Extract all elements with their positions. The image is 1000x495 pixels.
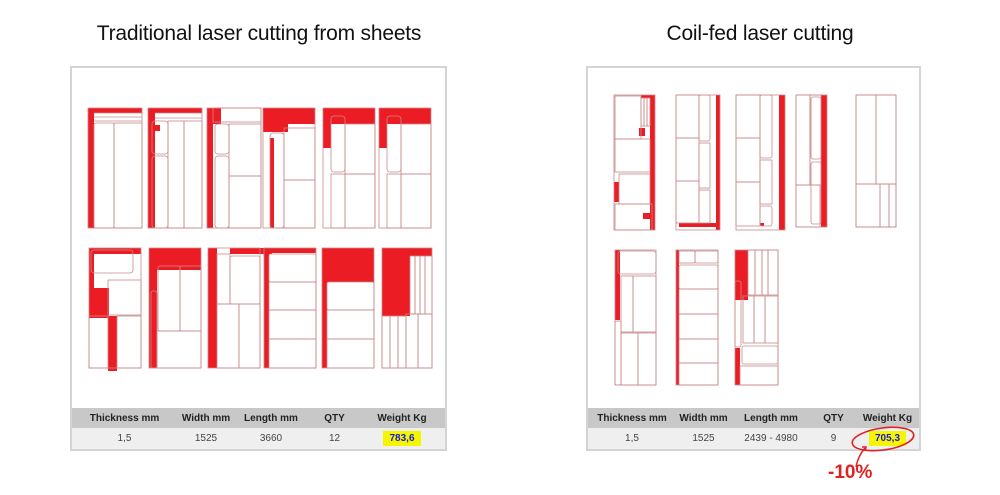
left-nesting-sheets <box>87 107 433 371</box>
col-weight: Weight Kg <box>862 412 913 424</box>
left-title: Traditional laser cutting from sheets <box>96 22 422 45</box>
cell-qty: 12 <box>328 433 341 444</box>
left-table-header: Thickness mm Width mm Length mm QTY Weig… <box>72 408 445 428</box>
left-panel: Thickness mm Width mm Length mm QTY Weig… <box>70 66 447 451</box>
right-table-row: 1,5 1525 2439 - 4980 9 705,3 <box>588 428 919 449</box>
cell-qty: 9 <box>830 433 837 444</box>
right-table-header: Thickness mm Width mm Length mm QTY Weig… <box>588 408 919 428</box>
cell-length: 2439 - 4980 <box>744 433 798 444</box>
col-width: Width mm <box>679 412 728 424</box>
weight-highlight: 705,3 <box>868 431 907 446</box>
reduction-circle-arrow <box>851 426 915 468</box>
right-nesting-coils <box>613 94 897 386</box>
cell-length: 3660 <box>259 433 283 444</box>
left-table-row: 1,5 1525 3660 12 783,6 <box>72 428 445 449</box>
col-qty: QTY <box>823 412 844 424</box>
right-title: Coil-fed laser cutting <box>666 22 854 45</box>
col-qty: QTY <box>324 412 345 424</box>
right-table: Thickness mm Width mm Length mm QTY Weig… <box>588 408 919 449</box>
right-panel: Thickness mm Width mm Length mm QTY Weig… <box>586 66 921 451</box>
col-weight: Weight Kg <box>377 412 427 424</box>
cell-thickness: 1,5 <box>117 433 132 444</box>
col-thickness: Thickness mm <box>597 412 667 424</box>
weight-highlight: 783,6 <box>383 431 421 446</box>
col-length: Length mm <box>244 412 298 424</box>
col-thickness: Thickness mm <box>89 412 160 424</box>
cell-thickness: 1,5 <box>625 433 639 444</box>
col-width: Width mm <box>181 412 231 424</box>
reduction-percent: -10% <box>828 462 873 483</box>
cell-width: 1525 <box>692 433 715 444</box>
cell-width: 1525 <box>194 433 218 444</box>
col-length: Length mm <box>744 412 798 424</box>
left-table: Thickness mm Width mm Length mm QTY Weig… <box>72 408 445 449</box>
